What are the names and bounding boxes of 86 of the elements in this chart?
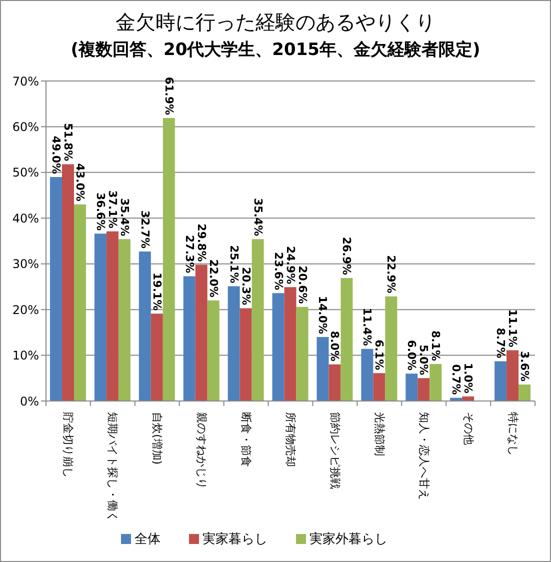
data-label: 22.0% [206, 259, 220, 298]
bar [518, 384, 531, 401]
bar [240, 308, 252, 401]
data-label: 14.0% [316, 296, 330, 334]
bar [94, 234, 106, 401]
data-label: 51.8% [62, 123, 74, 162]
x-tick-label: 親のすねかじり [195, 412, 208, 489]
y-tick-label: 20% [12, 302, 39, 317]
bar [373, 373, 386, 401]
data-label: 3.6% [518, 351, 532, 382]
x-tick-label: 光熱節制 [372, 412, 386, 456]
data-label: 22.9% [384, 255, 398, 294]
chart-subtitle: (複数回答、20代大学生、2015年、金欠経験者限定) [70, 39, 482, 61]
bar [62, 164, 74, 401]
x-tick-label: 短期バイト探し・働く [106, 412, 120, 522]
data-label: 32.7% [138, 210, 152, 249]
bar [138, 252, 151, 401]
bar [228, 286, 240, 401]
data-label: 8.0% [328, 330, 342, 362]
legend-label: 実家外暮らし [310, 532, 388, 547]
data-label: 20.3% [239, 267, 252, 306]
data-label: 6.0% [405, 340, 418, 371]
bar [118, 239, 130, 401]
legend-label: 実家暮らし [202, 532, 268, 547]
y-tick-label: 0% [20, 394, 39, 408]
bar [106, 231, 118, 401]
data-label: 36.6% [94, 192, 107, 231]
data-label: 27.3% [182, 235, 196, 274]
y-tick-label: 10% [12, 348, 39, 363]
bar [183, 276, 196, 401]
data-label: 11.4% [360, 308, 374, 346]
data-label: 43.0% [74, 163, 86, 202]
data-label: 8.1% [429, 330, 442, 361]
x-tick-label: その他 [462, 412, 475, 445]
data-label: 20.6% [296, 266, 309, 304]
x-tick-label: 知人・恋人へ甘え [417, 412, 430, 500]
data-label: 8.7% [494, 328, 508, 358]
x-tick-label: 貯金切り崩し [62, 412, 75, 478]
legend-label: 全体 [134, 532, 160, 547]
bar [406, 374, 418, 401]
y-tick-label: 70% [12, 74, 39, 88]
y-tick-label: 50% [12, 166, 39, 180]
bar [316, 337, 329, 401]
data-label: 6.1% [372, 340, 386, 370]
bar [385, 296, 398, 401]
x-tick-label: 所有物売却 [284, 412, 297, 467]
bar [340, 278, 353, 401]
data-label: 49.0% [50, 136, 62, 174]
data-label: 26.9% [340, 236, 354, 276]
x-tick-label: 自炊(増加) [150, 412, 164, 465]
bar [162, 118, 175, 401]
bar [284, 287, 296, 401]
y-tick-label: 60% [12, 120, 39, 134]
bar [506, 350, 519, 401]
x-tick-label: 節約レシピ挑戦 [328, 412, 342, 489]
bar [418, 378, 430, 401]
data-label: 19.1% [150, 272, 164, 311]
bar [296, 306, 308, 401]
data-label: 61.9% [162, 76, 176, 116]
bar [74, 204, 86, 401]
y-tick-label: 30% [12, 257, 39, 272]
data-label: 29.8% [194, 224, 208, 262]
bar [328, 364, 341, 401]
data-label: 24.9% [284, 246, 297, 284]
bar [150, 314, 163, 401]
data-label: 5.0% [417, 344, 430, 376]
data-label: 11.1% [506, 309, 520, 348]
x-tick-label: 特になし [506, 412, 520, 456]
data-label: 23.6% [272, 252, 285, 290]
bar [494, 361, 507, 401]
data-label: 35.4% [251, 198, 264, 236]
bar [207, 300, 220, 401]
bar [195, 264, 208, 401]
data-label: 0.7% [450, 364, 463, 395]
chart-title: 金欠時に行った経験のあるやりくり [114, 9, 436, 36]
bar [252, 239, 264, 401]
x-tick-label: 断食・節食 [240, 412, 253, 467]
bar [361, 348, 374, 401]
bar [272, 293, 284, 401]
bar [50, 177, 62, 401]
data-label: 37.1% [106, 190, 119, 228]
bar [430, 364, 442, 401]
data-label: 35.4% [118, 198, 131, 236]
data-label: 25.1% [227, 245, 240, 284]
data-label: 1.0% [462, 362, 475, 394]
y-tick-label: 40% [12, 211, 39, 226]
